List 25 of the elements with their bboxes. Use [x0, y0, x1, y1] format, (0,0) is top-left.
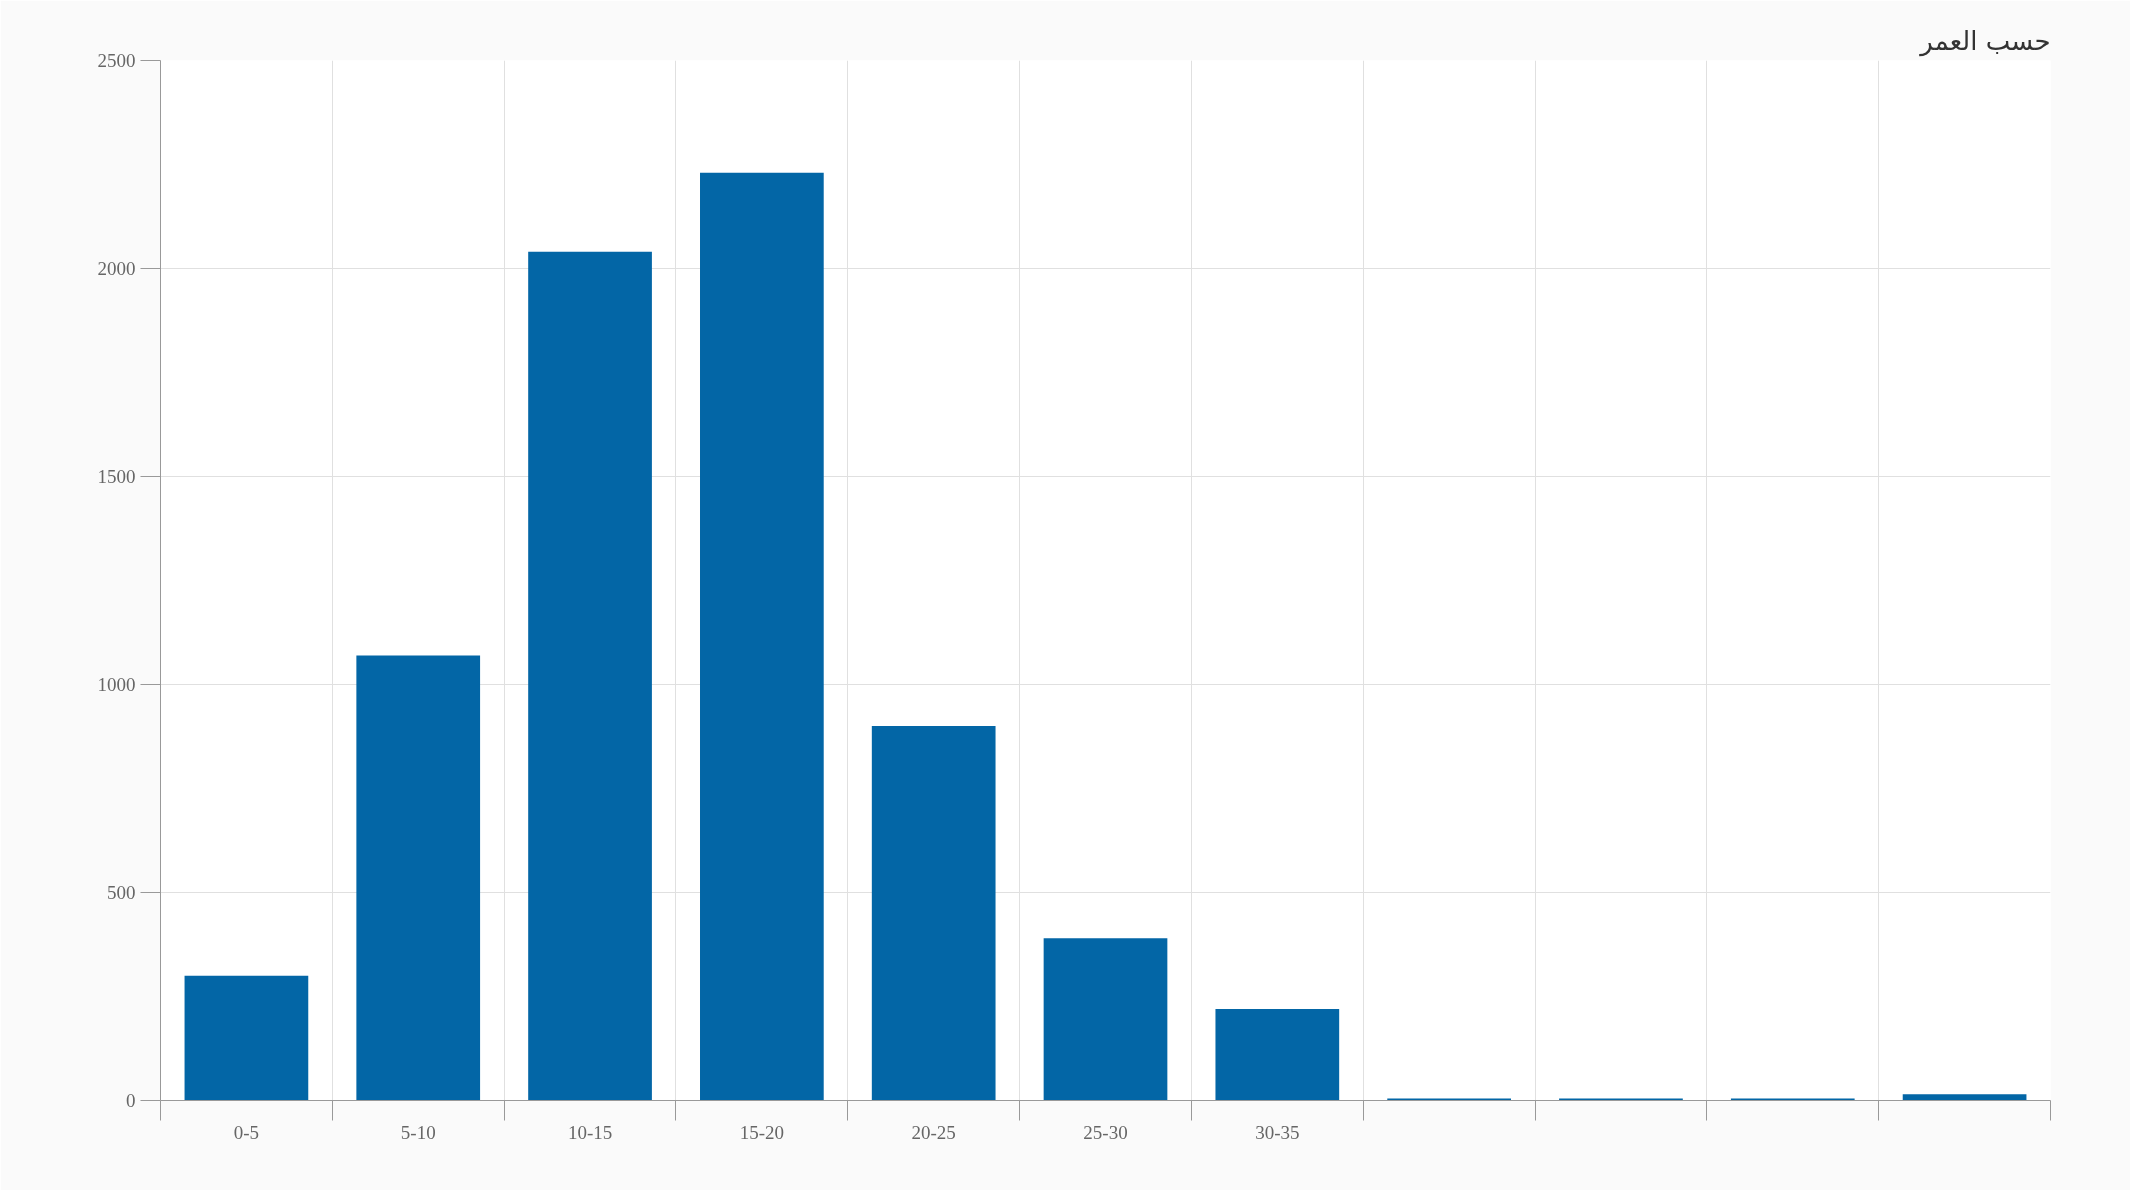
bar — [1043, 938, 1168, 1101]
y-tick-label: 1000 — [97, 674, 136, 695]
y-tick-label: 1500 — [97, 466, 136, 487]
y-tick-label: 500 — [107, 882, 136, 903]
y-tick-label: 0 — [126, 1090, 136, 1111]
y-tick-label: 2500 — [97, 50, 136, 71]
bar — [1559, 1098, 1683, 1101]
x-tick-label: 30-35 — [1255, 1121, 1300, 1143]
x-tick-label: 10-15 — [567, 1121, 613, 1143]
bar — [700, 172, 824, 1101]
chart-title: حسب العمر — [1918, 25, 2051, 57]
x-tick-label: 5-10 — [400, 1121, 436, 1143]
bar — [356, 655, 481, 1101]
x-tick-label: 25-30 — [1083, 1121, 1128, 1143]
bar — [1902, 1094, 2027, 1101]
bar — [184, 975, 309, 1101]
bar — [1215, 1008, 1340, 1101]
x-tick-label: 20-25 — [911, 1121, 956, 1143]
y-tick-label: 2000 — [97, 258, 136, 279]
bar — [1730, 1098, 1855, 1101]
x-tick-label: 0-5 — [233, 1121, 260, 1143]
bar — [1387, 1098, 1511, 1101]
bar — [528, 251, 652, 1101]
x-tick-label: 15-20 — [739, 1121, 785, 1143]
bar — [871, 726, 996, 1101]
